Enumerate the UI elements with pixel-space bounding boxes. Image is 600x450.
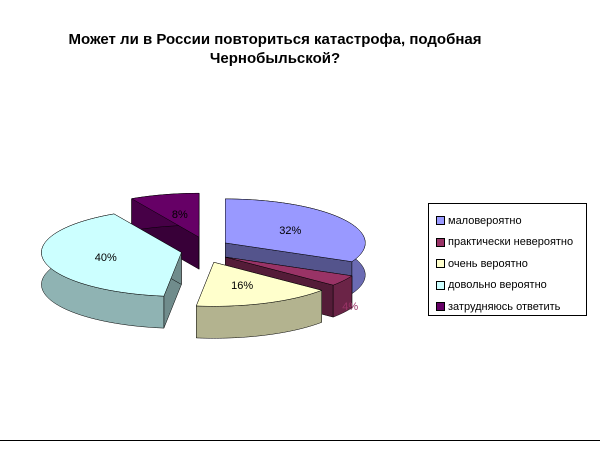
pie-slice xyxy=(130,192,200,270)
legend-item: практически невероятно xyxy=(436,232,586,254)
legend-item: затрудняюсь ответить xyxy=(436,296,586,318)
legend-label: довольно вероятно xyxy=(448,279,547,292)
pie-chart: 32% 4% 16% 40% 8% xyxy=(41,192,366,339)
legend-swatch xyxy=(436,216,445,226)
legend: маловероятно практически невероятно очен… xyxy=(428,203,587,316)
slice-value-label: 32% xyxy=(279,225,301,237)
slice-value-label: 8% xyxy=(172,209,188,221)
pie-slice xyxy=(195,261,323,339)
pie-slice xyxy=(41,213,182,329)
legend-label: практически невероятно xyxy=(448,236,574,249)
slice-value-label: 16% xyxy=(231,280,253,292)
legend-item: маловероятно xyxy=(436,210,586,232)
slice-value-label: 4% xyxy=(342,301,358,313)
legend-label: затрудняюсь ответить xyxy=(448,300,561,313)
slice-value-label: 40% xyxy=(95,252,117,264)
legend-item: очень вероятно xyxy=(436,253,586,275)
legend-swatch xyxy=(436,259,445,269)
legend-label: очень вероятно xyxy=(448,257,528,270)
legend-swatch xyxy=(436,280,445,290)
legend-item: довольно вероятно xyxy=(436,275,586,297)
chart-title: Может ли в России повториться катастрофа… xyxy=(68,31,482,67)
legend-swatch xyxy=(436,237,445,247)
legend-label: маловероятно xyxy=(448,214,522,227)
legend-swatch xyxy=(436,302,445,312)
